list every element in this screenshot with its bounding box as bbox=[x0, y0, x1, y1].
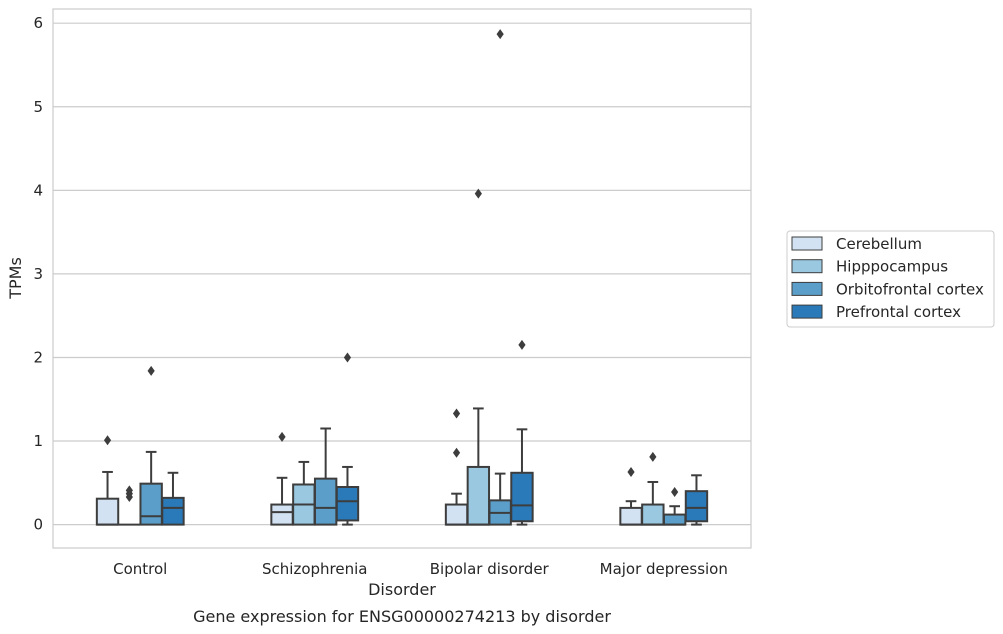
legend-swatch bbox=[791, 304, 823, 319]
legend-swatch bbox=[791, 259, 823, 274]
outlier-point bbox=[649, 451, 657, 462]
x-axis-title: Disorder bbox=[368, 580, 436, 599]
box-2-1 bbox=[466, 188, 491, 526]
y-tick-label: 1 bbox=[33, 432, 43, 450]
box-body bbox=[619, 506, 643, 526]
outlier-point bbox=[627, 466, 635, 477]
plot-area-frame bbox=[52, 8, 752, 549]
outlier-point bbox=[103, 435, 112, 446]
box-1-1 bbox=[292, 460, 316, 526]
box-3-2 bbox=[662, 487, 687, 526]
box-1-0 bbox=[270, 431, 294, 526]
y-tick-labels: 0 1 2 3 4 5 6 bbox=[33, 14, 43, 533]
box-body bbox=[95, 497, 120, 526]
box-1-2 bbox=[313, 427, 338, 526]
outlier-point bbox=[452, 408, 461, 419]
box-2-3 bbox=[510, 339, 534, 526]
y-axis-title: TPMs bbox=[6, 257, 25, 300]
box-body bbox=[510, 471, 534, 523]
box-body bbox=[139, 482, 163, 526]
box-3-1 bbox=[641, 451, 665, 526]
box-3-3 bbox=[684, 474, 709, 526]
box-3-0 bbox=[619, 466, 643, 526]
legend-items: Cerebellum Hipppocampus Orbitofrontal cort… bbox=[791, 235, 984, 321]
box-body bbox=[161, 496, 185, 526]
legend-label: Hipppocampus bbox=[836, 258, 948, 276]
outlier-point bbox=[518, 339, 526, 350]
box-body bbox=[335, 485, 360, 522]
box-body bbox=[684, 490, 709, 523]
box-body bbox=[270, 503, 294, 526]
chart-caption: Gene expression for ENSG00000274213 by d… bbox=[193, 607, 611, 626]
box-groups bbox=[95, 29, 709, 526]
outlier-point bbox=[278, 431, 286, 442]
legend-swatch bbox=[791, 236, 823, 251]
y-tick-label: 0 bbox=[33, 516, 43, 534]
box-0-2 bbox=[139, 365, 163, 526]
box-0-1 bbox=[118, 485, 141, 526]
box-body bbox=[313, 477, 338, 526]
grid-lines bbox=[53, 22, 751, 526]
legend-label: Cerebellum bbox=[836, 235, 922, 253]
legend-swatch bbox=[791, 281, 823, 296]
outlier-point bbox=[452, 447, 461, 458]
box-body bbox=[662, 513, 687, 526]
y-tick-label: 5 bbox=[33, 98, 43, 116]
x-tick-label: Major depression bbox=[600, 560, 728, 578]
outlier-point bbox=[496, 29, 504, 40]
y-tick-label: 2 bbox=[33, 348, 43, 366]
box-1-3 bbox=[335, 352, 360, 526]
legend-frame bbox=[786, 230, 995, 328]
box-body bbox=[466, 465, 491, 526]
x-tick-labels: Control Schizophrenia Bipolar disorder Majo… bbox=[113, 560, 728, 578]
box-0-3 bbox=[161, 471, 185, 526]
x-tick-label: Bipolar disorder bbox=[430, 560, 550, 578]
outlier-point bbox=[671, 487, 679, 498]
outlier-point bbox=[343, 352, 352, 363]
outlier-point bbox=[125, 485, 133, 496]
x-tick-label: Schizophrenia bbox=[262, 560, 367, 578]
legend-label: Prefrontal cortex bbox=[836, 303, 961, 321]
x-tick-label: Control bbox=[113, 560, 167, 578]
y-tick-label: 6 bbox=[33, 14, 43, 32]
outlier-point bbox=[474, 188, 482, 199]
y-tick-label: 3 bbox=[33, 265, 43, 283]
box-body bbox=[641, 503, 665, 526]
outlier-point bbox=[147, 365, 155, 376]
legend: Cerebellum Hipppocampus Orbitofrontal cort… bbox=[786, 230, 995, 328]
legend-label: Orbitofrontal cortex bbox=[836, 280, 984, 298]
y-tick-label: 4 bbox=[33, 181, 43, 199]
box-2-0 bbox=[444, 408, 469, 526]
box-2-2 bbox=[488, 29, 512, 526]
box-body bbox=[444, 503, 469, 526]
box-0-0 bbox=[95, 435, 120, 526]
